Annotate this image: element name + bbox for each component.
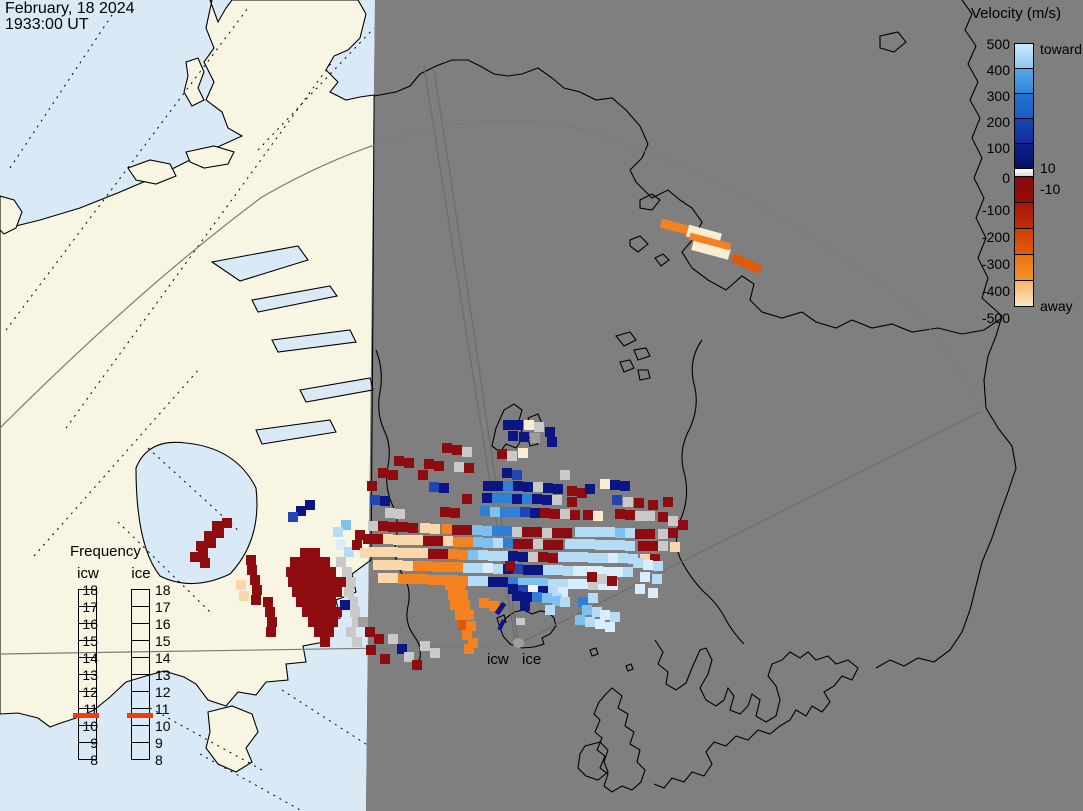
- colorbar-segment: [1014, 143, 1034, 169]
- britain-coastline: [593, 687, 646, 793]
- date-text: February, 18 2024: [5, 0, 135, 17]
- colorbar-segment: [1014, 228, 1034, 255]
- site-label-ice: ice: [522, 651, 542, 668]
- russia-island: [879, 31, 907, 53]
- colorbar-tick: -100: [981, 202, 1010, 218]
- freq-tick: 11: [155, 701, 170, 717]
- colorbar-segment: [1014, 176, 1034, 203]
- freq-column-ice-label: ice: [131, 565, 151, 582]
- freq-bar-cell: [131, 640, 150, 658]
- freq-bar-cell: [131, 589, 150, 607]
- freq-tick: 18: [82, 582, 98, 598]
- freq-tick: 12: [82, 684, 98, 700]
- freq-bar-cell: [131, 691, 150, 709]
- colorbar-segment: [1014, 202, 1034, 229]
- colorbar-tick: 400: [986, 62, 1010, 78]
- colorbar-tick: -500: [981, 310, 1010, 326]
- graticule-dotted: [5, 5, 375, 811]
- freq-bar-cell: [131, 657, 150, 675]
- freq-column-icw-label: icw: [77, 565, 99, 582]
- shetland-islet: [625, 663, 634, 672]
- freq-tick: 14: [82, 650, 98, 666]
- colorbar-tick: -300: [981, 256, 1010, 272]
- freq-tick: 9: [90, 735, 98, 751]
- freq-tick: 10: [155, 718, 171, 734]
- freq-tick: 8: [155, 752, 163, 768]
- faroe-islet: [589, 647, 599, 657]
- freq-bar-cell: [131, 725, 150, 743]
- fov-line-right: [517, 411, 981, 645]
- freq-tick: 15: [155, 633, 171, 649]
- freq-tick: 15: [82, 633, 98, 649]
- toward-label: toward: [1040, 41, 1083, 57]
- arctic-russia-coast: [373, 59, 1003, 335]
- freq-bar-cell: [131, 674, 150, 692]
- colorbar-tick: -400: [981, 283, 1010, 299]
- colorbar-segment: [1014, 254, 1034, 281]
- freq-tick: 16: [82, 616, 98, 632]
- freq-tick: 13: [82, 667, 98, 683]
- fov-line-west-horizontal: [0, 645, 517, 655]
- freq-tick: 12: [155, 684, 171, 700]
- freq-marker-ice: [127, 712, 153, 718]
- colorbar-tick: 0: [1002, 170, 1010, 186]
- fov-line-left-a: [423, 65, 516, 641]
- freq-marker-icw: [73, 712, 99, 718]
- freq-tick: 17: [155, 599, 171, 615]
- velocity-legend-title: Velocity (m/s): [971, 5, 1062, 22]
- time-text: 1933:00 UT: [5, 16, 89, 33]
- freq-tick: 16: [155, 616, 171, 632]
- freq-tick: 14: [155, 650, 171, 666]
- freq-tick: 8: [90, 752, 98, 768]
- ireland-coastline: [577, 741, 609, 781]
- scandinavia-coast: [653, 639, 859, 789]
- franz-josef-land: [615, 331, 651, 381]
- freq-bar-cell: [131, 742, 150, 760]
- colorbar-tick: 300: [986, 88, 1010, 104]
- freq-tick: 18: [155, 582, 171, 598]
- freq-tick: 13: [155, 667, 171, 683]
- frequency-legend-title: Frequency: [70, 543, 141, 560]
- freq-tick: 17: [82, 599, 98, 615]
- colorbar-segment: [1014, 43, 1034, 69]
- colorbar-segment: [1014, 93, 1034, 119]
- freq-tick: 10: [82, 718, 98, 734]
- severnaya-zemlya: [629, 193, 670, 267]
- velocity-legend: Velocity (m/s) 500 400 300 200 100 0 -100 -200 -…: [968, 0, 1083, 332]
- timestamp-block: February, 18 2024 1933:00 UT: [5, 1, 135, 33]
- colorbar-segment: [1014, 280, 1034, 307]
- magnetic-latitude-arc: [0, 119, 981, 429]
- freq-bar-cell: [131, 623, 150, 641]
- colorbar-tick: 200: [986, 114, 1010, 130]
- novaya-zemlya: [675, 339, 745, 645]
- colorbar-segment: [1014, 118, 1034, 144]
- freq-bar-ice: [131, 589, 150, 760]
- frequency-legend: Frequency icw ice 18 17 16 15 14 13 12 11 10 9 8 1…: [58, 543, 193, 775]
- site-label-icw: icw: [487, 651, 509, 668]
- threshold-minus10-label: -10: [1040, 181, 1061, 197]
- freq-bar-cell: [131, 606, 150, 624]
- velocity-colorbar: [1014, 43, 1034, 307]
- away-label: away: [1040, 298, 1073, 314]
- threshold-plus10-label: 10: [1040, 160, 1056, 176]
- colorbar-tick: 500: [986, 36, 1010, 52]
- colorbar-tick: 100: [986, 140, 1010, 156]
- colorbar-tick: -200: [981, 229, 1010, 245]
- freq-tick: 9: [155, 735, 163, 751]
- colorbar-segment: [1014, 68, 1034, 94]
- freq-bar-cell: [78, 742, 97, 760]
- russia-east-coast: [875, 0, 1017, 669]
